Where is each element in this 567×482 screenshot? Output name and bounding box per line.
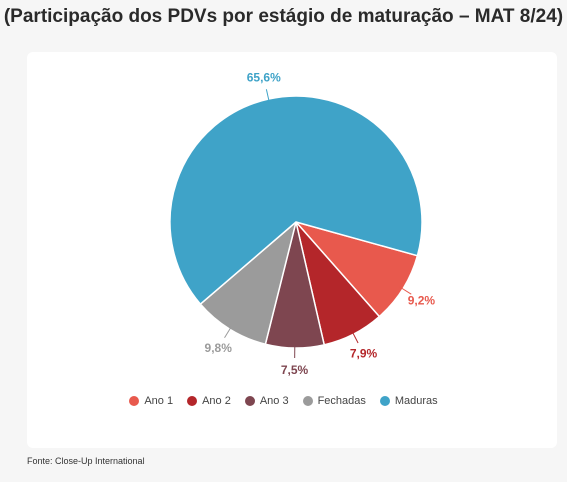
legend-label: Fechadas xyxy=(317,395,366,407)
legend-swatch xyxy=(302,396,313,406)
legend-label: Ano 3 xyxy=(259,395,289,407)
leader-line xyxy=(265,89,270,104)
legend-item: Ano 1 xyxy=(129,395,173,407)
legend-item: Ano 3 xyxy=(244,395,289,407)
legend-item: Fechadas xyxy=(302,395,366,407)
legend-swatch xyxy=(379,396,390,406)
legend-label: Ano 1 xyxy=(144,395,174,407)
chart-legend: Ano 1 Ano 2 Ano 3 Fechadas Maduras xyxy=(0,395,567,407)
data-label: 7,5% xyxy=(281,363,309,377)
legend-label: Ano 2 xyxy=(202,395,231,407)
source-note: Fonte: Close-Up International xyxy=(27,456,145,466)
legend-label: Maduras xyxy=(394,395,438,407)
legend-swatch xyxy=(244,396,255,406)
legend-item: Ano 2 xyxy=(187,395,231,407)
chart-title: (Participação dos PDVs por estágio de ma… xyxy=(3,6,564,27)
data-label: 7,9% xyxy=(350,347,378,361)
leader-line xyxy=(399,286,412,295)
legend-swatch xyxy=(129,396,140,406)
leader-line xyxy=(224,325,233,338)
data-label: 9,8% xyxy=(205,341,233,355)
data-label: 9,2% xyxy=(408,294,436,308)
leader-line xyxy=(351,330,359,344)
legend-item: Maduras xyxy=(379,395,438,407)
data-label: 65,6% xyxy=(247,71,281,85)
legend-swatch xyxy=(187,396,198,406)
